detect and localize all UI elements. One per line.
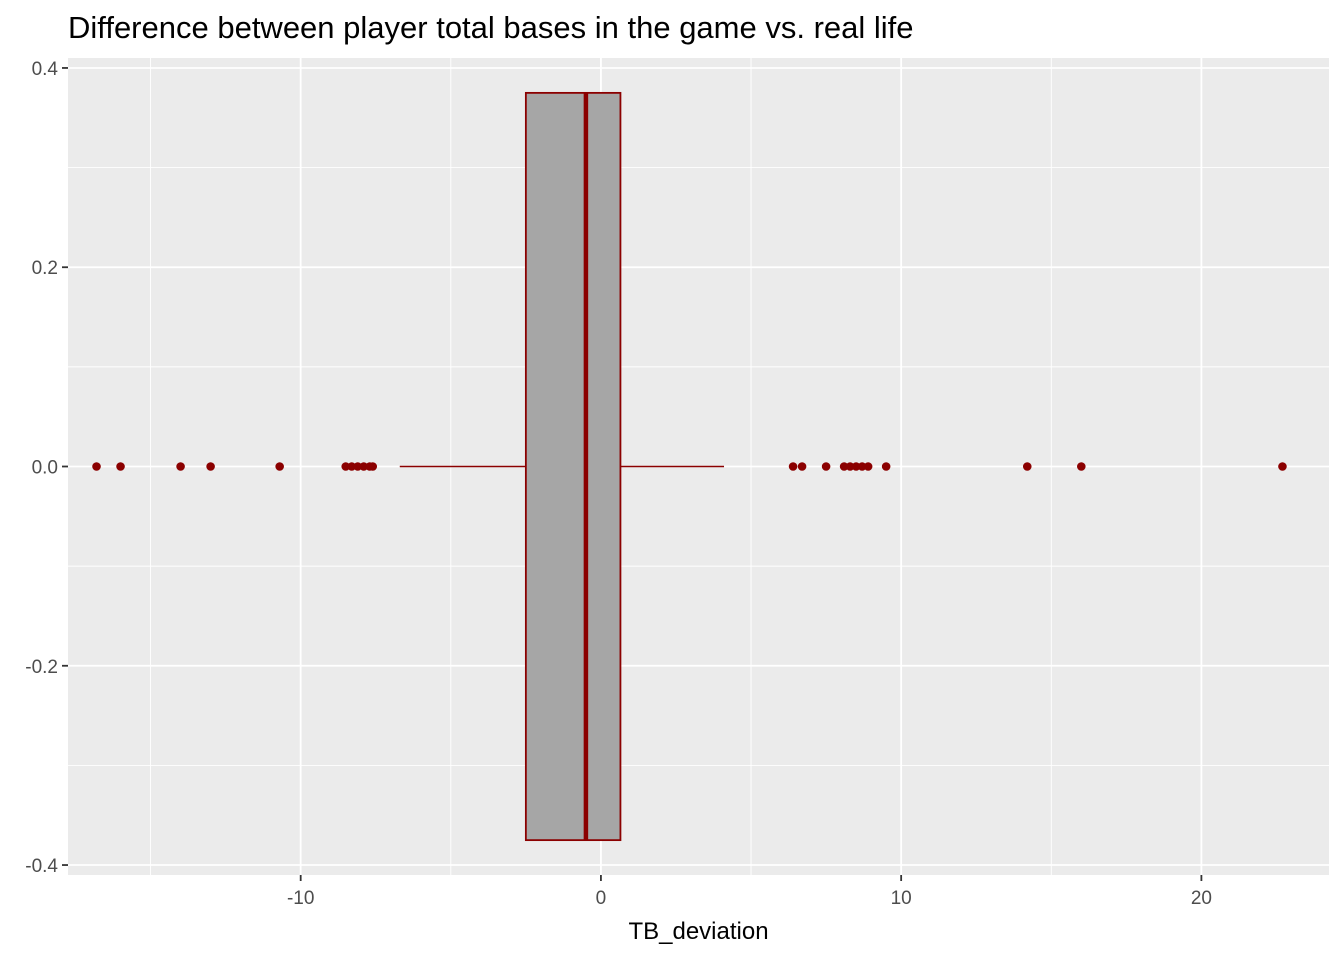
x-axis-title: TB_deviation [628,918,768,945]
outlier-point [839,462,849,471]
outlier-point [845,462,855,471]
x-tick-label: 10 [891,888,912,909]
outlier-point [368,462,378,471]
outlier-point [821,462,831,471]
outlier-point [275,462,284,471]
y-tick-label: 0.4 [32,59,59,80]
outlier-point [881,462,891,471]
outlier-point [92,462,101,471]
outlier-point [116,462,125,471]
outlier-points [92,462,1287,471]
chart-title: Difference between player total bases in… [68,10,914,45]
y-tick-label: 0.0 [32,458,58,479]
outlier-point [857,462,867,471]
y-tick-label: -0.2 [25,657,58,678]
x-tick-label: -10 [287,888,314,909]
outlier-point [341,462,351,471]
outlier-point [1077,462,1086,471]
outlier-point [1278,462,1287,471]
y-tick-label: -0.4 [25,856,58,877]
outlier-point [353,462,363,471]
outlier-point [797,462,807,471]
outlier-point [359,462,369,471]
box [524,91,622,842]
axes: -0.4 -0.2 0.0 0.2 0.4 -10 0 10 20 [25,59,1212,909]
outlier-point [1022,462,1032,471]
outlier-point [347,462,357,471]
outlier-point [206,462,215,471]
outlier-point [863,462,873,471]
x-tick-label: 0 [596,888,607,909]
outlier-point [851,462,861,471]
outlier-point [788,462,798,471]
outlier-point [176,462,185,471]
box-rect [524,91,622,842]
x-tick-label: 20 [1191,888,1212,909]
y-tick-label: 0.2 [32,258,58,279]
